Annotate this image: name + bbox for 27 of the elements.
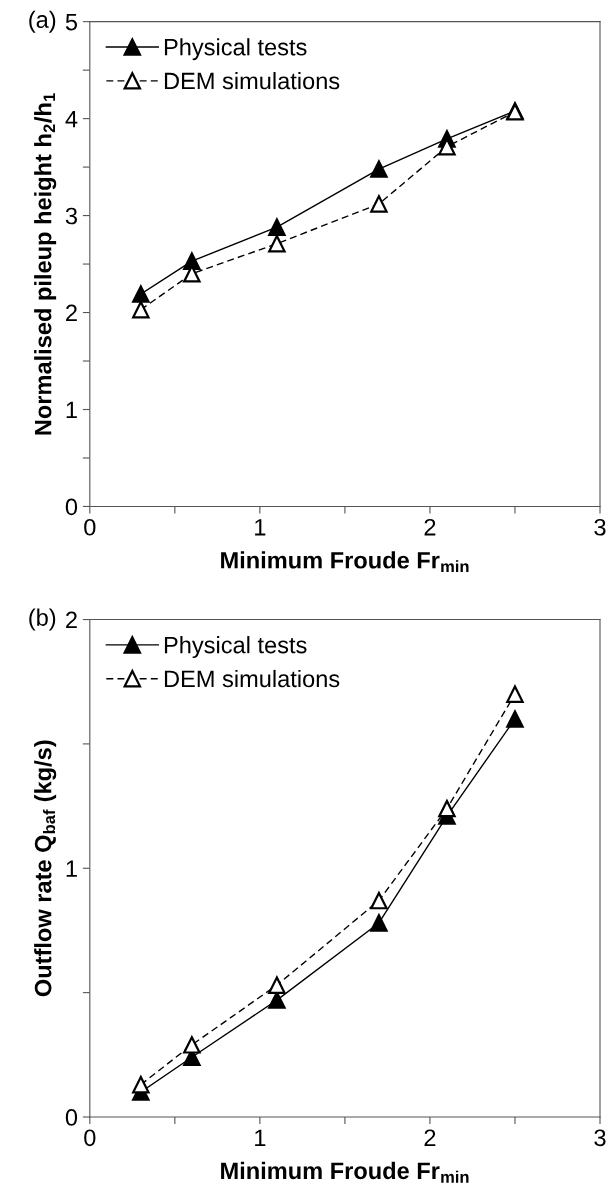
y-tick-label: 0 xyxy=(65,1109,78,1126)
y-tick-label: 5 xyxy=(65,13,78,31)
x-tick-label: 0 xyxy=(84,1129,96,1147)
legend-label: Physical tests xyxy=(164,38,307,61)
legend-label: DEM simulations xyxy=(164,669,340,688)
x-axis-title: Minimum Froude Fr$_{min}$ xyxy=(221,1161,469,1183)
x-tick-label: 2 xyxy=(424,518,436,536)
x-tick-label: 1 xyxy=(255,519,266,536)
y-tick-label: 3 xyxy=(65,207,77,225)
x-axis-title: Minimum Froude Fr$_{min}$ xyxy=(221,551,469,573)
y-axis-title: Outflow rate Q$_{baf}$ (kg/s) xyxy=(34,740,57,997)
x-tick-label: 2 xyxy=(424,1129,436,1146)
legend-label: DEM simulations xyxy=(164,72,340,90)
y-tick-label: 2 xyxy=(66,611,77,629)
y-tick-label: 0 xyxy=(65,498,78,516)
y-tick-label: 2 xyxy=(66,304,77,322)
x-tick-label: 1 xyxy=(255,1129,266,1146)
x-tick-label: 3 xyxy=(594,1129,606,1147)
text: (b) xyxy=(29,608,56,631)
x-tick-label: 3 xyxy=(594,518,606,536)
y-tick-label: 4 xyxy=(65,110,78,128)
x-tick-label: 0 xyxy=(84,518,96,536)
y-tick-label: 1 xyxy=(66,401,77,419)
y-axis-title: Normalised pileup height h$_{2}$/h$_{1}$ xyxy=(34,93,57,435)
legend-label: Physical tests xyxy=(164,636,307,659)
text: (a) xyxy=(29,10,56,33)
y-tick-label: 1 xyxy=(66,860,77,877)
